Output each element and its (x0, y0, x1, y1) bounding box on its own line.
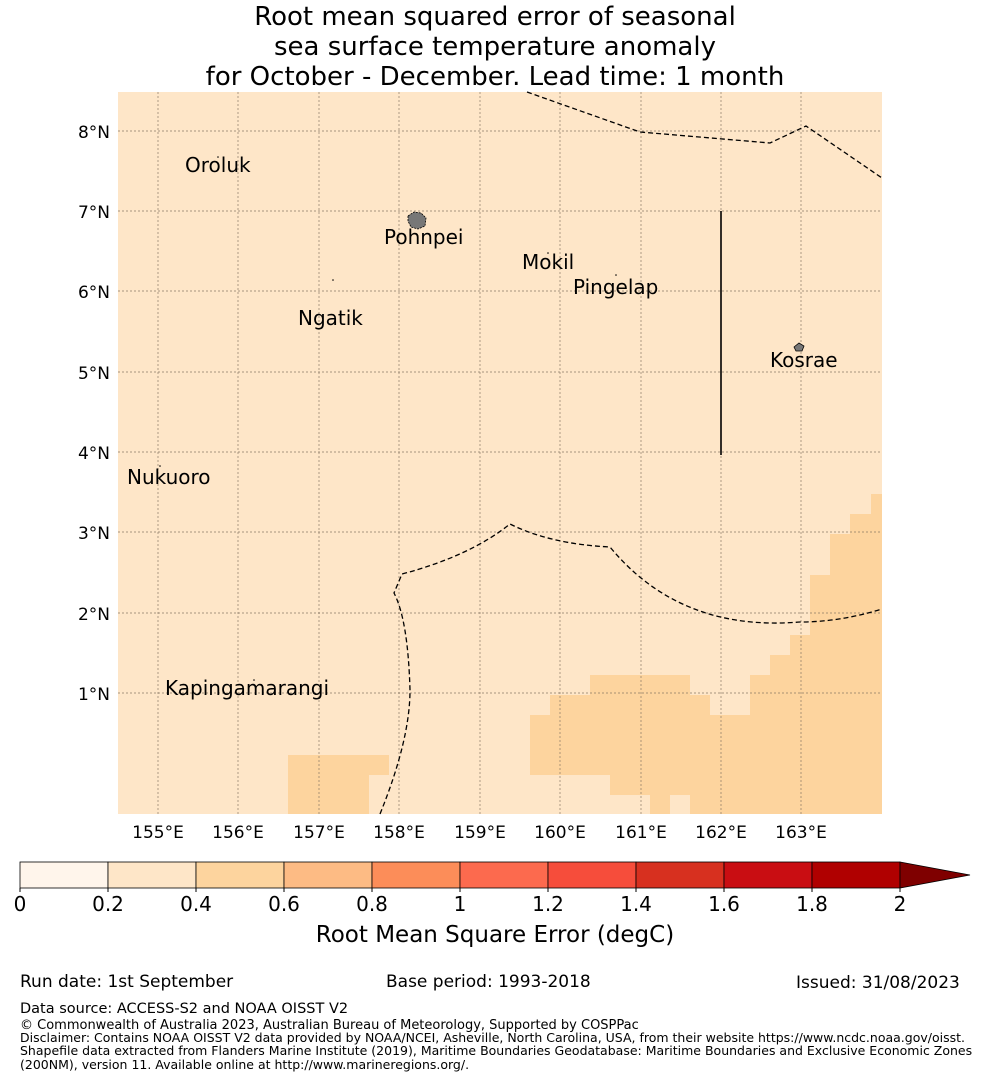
colorbar-tick-label: 0.6 (268, 892, 300, 916)
rmse-gap-1 (530, 775, 610, 814)
title-line-2: sea surface temperature anomaly (274, 32, 716, 62)
kosrae-island-shape (793, 342, 805, 352)
colorbar-segment (19, 861, 109, 889)
lon-tick-163e: 163°E (775, 823, 827, 843)
lat-tick-8n: 8°N (78, 123, 110, 143)
pohnpei-island-shape (407, 211, 427, 230)
colorbar-ticks: 0 0.2 0.4 0.6 0.8 1 1.2 1.4 1.6 1.8 2 (14, 888, 907, 916)
map-title: Root mean squared error of seasonal sea … (0, 2, 990, 92)
island-label-kosrae: Kosrae (770, 348, 838, 372)
island-label-kapingamarangi: Kapingamarangi (165, 676, 329, 700)
lon-tick-160e: 160°E (534, 823, 586, 843)
colorbar-segment (283, 861, 373, 889)
title-line-1: Root mean squared error of seasonal (254, 2, 736, 32)
colorbar-segments (19, 861, 901, 889)
colorbar-tick-label: 1.6 (708, 892, 740, 916)
colorbar-segment (107, 861, 197, 889)
lat-tick-4n: 4°N (78, 444, 110, 464)
issued-date: Issued: 31/08/2023 (796, 973, 960, 993)
eez-boundary-north (526, 91, 883, 179)
oroluk-dot (217, 156, 219, 158)
island-label-mokil: Mokil (522, 250, 574, 274)
colorbar-tick-label: 1.2 (532, 892, 564, 916)
colorbar-segment (371, 861, 461, 889)
island-label-ngatik: Ngatik (298, 306, 363, 330)
lon-tick-155e: 155°E (132, 823, 184, 843)
colorbar-segment (195, 861, 285, 889)
eez-boundaries (379, 91, 883, 815)
colorbar-tick-label: 1.8 (796, 892, 828, 916)
colorbar-tick-label: 0.2 (92, 892, 124, 916)
eez-boundary-south (379, 523, 883, 815)
mokil-dot (547, 252, 549, 254)
disclaimer-line-3: (200NM), version 11. Available online at… (20, 1057, 470, 1072)
colorbar-segment (811, 861, 901, 889)
map-gridlines (118, 92, 882, 814)
copyright: © Commonwealth of Australia 2023, Austra… (20, 1018, 639, 1033)
colorbar-tick-label: 0.4 (180, 892, 212, 916)
colorbar-tick-label: 0 (14, 892, 27, 916)
lon-tick-156e: 156°E (212, 823, 264, 843)
lon-tick-158e: 158°E (373, 823, 425, 843)
colorbar-label: Root Mean Square Error (degC) (315, 922, 675, 948)
base-period: Base period: 1993-2018 (386, 972, 591, 992)
island-label-pohnpei: Pohnpei (384, 225, 464, 249)
lat-tick-3n: 3°N (78, 524, 110, 544)
island-label-oroluk: Oroluk (185, 153, 251, 177)
rmse-gap-3 (670, 795, 690, 814)
colorbar-tick-label: 0.8 (356, 892, 388, 916)
island-label-pingelap: Pingelap (573, 275, 658, 299)
lat-tick-5n: 5°N (78, 364, 110, 384)
title-line-3: for October - December. Lead time: 1 mon… (205, 62, 785, 92)
pingelap-dot (615, 274, 617, 276)
nukuoro-dot (159, 465, 161, 467)
island-label-nukuoro: Nukuoro (127, 465, 211, 489)
disclaimer-line-2: Shapefile data extracted from Flanders M… (20, 1043, 973, 1058)
rmse-region-southwest (288, 755, 389, 814)
data-source: Data source: ACCESS-S2 and NOAA OISST V2 (20, 1001, 349, 1017)
colorbar-segment (635, 861, 725, 889)
lon-tick-159e: 159°E (454, 823, 506, 843)
disclaimer-line-1: Disclaimer: Contains NOAA OISST V2 data … (20, 1030, 965, 1045)
run-date: Run date: 1st September (20, 972, 234, 992)
lon-tick-162e: 162°E (695, 823, 747, 843)
map-panel[interactable]: Oroluk Pohnpei Mokil Pingelap Ngatik Kos… (118, 91, 883, 815)
colorbar-extend-arrow (899, 861, 971, 889)
rmse-region-southeast (530, 494, 882, 814)
lat-tick-2n: 2°N (78, 605, 110, 625)
lat-tick-7n: 7°N (78, 203, 110, 223)
colorbar-segment (547, 861, 637, 889)
island-shapes (159, 156, 805, 681)
kapingamarangi-dot (253, 679, 255, 681)
colorbar: 0 0.2 0.4 0.6 0.8 1 1.2 1.4 1.6 1.8 2 (14, 861, 971, 916)
lon-tick-157e: 157°E (293, 823, 345, 843)
lon-tick-161e: 161°E (615, 823, 667, 843)
colorbar-tick-label: 2 (894, 892, 907, 916)
rmse-gap-2 (610, 795, 650, 814)
colorbar-tick-label: 1 (454, 892, 467, 916)
colorbar-segment (459, 861, 549, 889)
colorbar-tick-label: 1.4 (620, 892, 652, 916)
colorbar-segment (723, 861, 813, 889)
rmse-high-region (288, 494, 882, 814)
lat-tick-1n: 1°N (78, 685, 110, 705)
ngatik-dot (332, 279, 334, 281)
lat-tick-6n: 6°N (78, 283, 110, 303)
